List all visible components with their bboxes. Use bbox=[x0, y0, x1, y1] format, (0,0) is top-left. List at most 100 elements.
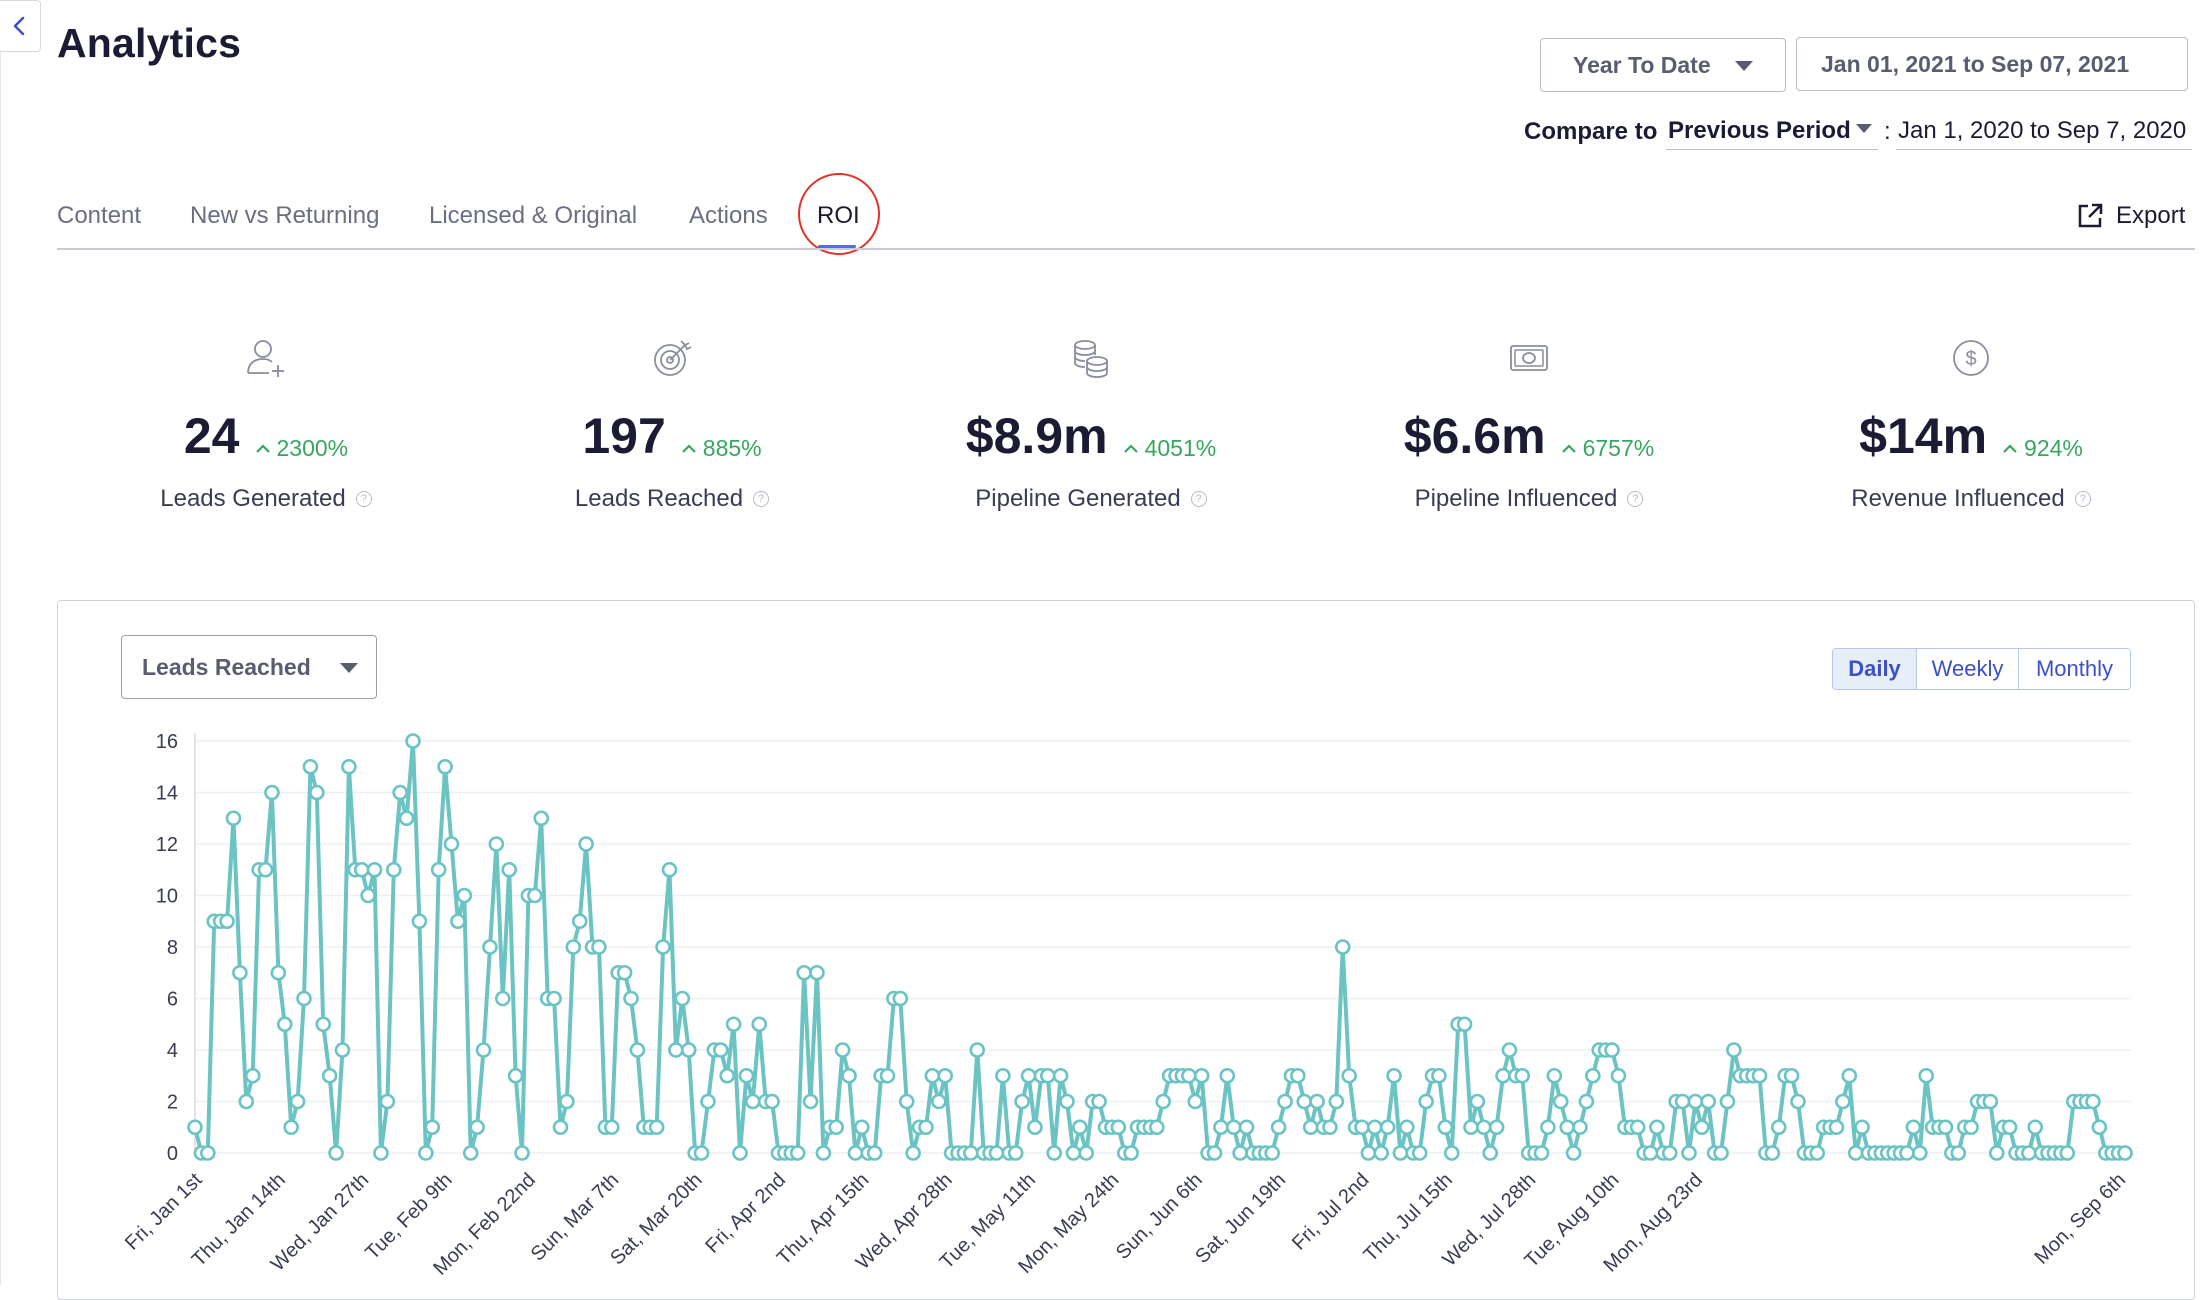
trend-up-icon bbox=[255, 444, 270, 453]
data-point bbox=[712, 1042, 729, 1058]
data-point bbox=[1674, 1093, 1691, 1110]
granularity-monthly-button[interactable]: Monthly bbox=[2018, 649, 2130, 689]
data-point bbox=[2059, 1145, 2076, 1161]
data-point bbox=[1540, 1119, 1556, 1136]
data-point bbox=[834, 1042, 851, 1058]
data-point bbox=[1270, 1119, 1287, 1136]
data-point bbox=[2085, 1093, 2101, 1110]
data-point bbox=[1572, 1119, 1588, 1136]
data-point bbox=[1649, 1119, 1665, 1136]
kpi-label: Revenue Influenced bbox=[1851, 485, 2065, 512]
data-point bbox=[866, 1145, 883, 1161]
data-point bbox=[1899, 1145, 1915, 1161]
tab-actions[interactable]: Actions bbox=[689, 202, 768, 229]
period-preset-select[interactable]: Year To Date bbox=[1540, 38, 1786, 92]
tab-new-vs-returning[interactable]: New vs Returning bbox=[190, 202, 380, 229]
data-point bbox=[353, 861, 370, 878]
help-icon[interactable]: ? bbox=[2074, 491, 2091, 507]
data-point bbox=[469, 1119, 485, 1136]
data-point bbox=[373, 1145, 389, 1161]
help-icon[interactable]: ? bbox=[355, 491, 372, 507]
data-point bbox=[334, 1042, 351, 1058]
y-tick-label: 16 bbox=[156, 731, 178, 753]
help-icon[interactable]: ? bbox=[1627, 491, 1644, 507]
compare-preset-select[interactable]: Previous Period bbox=[1666, 112, 1878, 150]
export-button[interactable]: Export bbox=[2076, 202, 2185, 230]
period-preset-value: Year To Date bbox=[1573, 51, 1711, 78]
data-point bbox=[238, 1093, 255, 1110]
kpi-label: Leads Generated bbox=[160, 485, 346, 512]
trend-up-icon bbox=[2003, 444, 2017, 453]
data-point bbox=[1828, 1119, 1845, 1136]
data-point bbox=[565, 939, 582, 955]
data-point bbox=[854, 1119, 870, 1136]
data-point bbox=[385, 861, 402, 878]
data-point bbox=[905, 1145, 921, 1161]
y-tick-label: 12 bbox=[156, 834, 178, 856]
data-point bbox=[1456, 1016, 1473, 1033]
data-point bbox=[276, 1016, 293, 1033]
banknote-icon bbox=[1510, 345, 1548, 371]
granularity-weekly-button[interactable]: Weekly bbox=[1916, 649, 2018, 689]
data-point bbox=[892, 990, 909, 1007]
data-point bbox=[1578, 1093, 1595, 1110]
data-point bbox=[937, 1067, 953, 1084]
data-point bbox=[847, 1145, 864, 1161]
data-point bbox=[841, 1067, 857, 1084]
help-icon[interactable]: ? bbox=[753, 491, 770, 507]
data-point bbox=[1065, 1145, 1082, 1161]
data-point bbox=[796, 964, 812, 981]
caret-down-icon bbox=[1735, 61, 1753, 71]
data-point bbox=[629, 1042, 646, 1058]
kpi-label: Pipeline Generated bbox=[975, 485, 1181, 512]
y-tick-label: 8 bbox=[167, 937, 178, 959]
kpi-delta-value: 924% bbox=[2024, 435, 2083, 461]
data-point bbox=[341, 758, 357, 775]
data-point bbox=[661, 861, 678, 878]
chart-metric-select[interactable]: Leads Reached bbox=[121, 635, 377, 699]
granularity-daily-button[interactable]: Daily bbox=[1833, 649, 1916, 689]
data-point bbox=[1072, 1119, 1088, 1136]
data-point bbox=[1373, 1145, 1390, 1161]
data-point bbox=[1219, 1067, 1236, 1084]
data-point bbox=[1687, 1093, 1704, 1110]
data-point bbox=[809, 964, 825, 981]
tab-content[interactable]: Content bbox=[57, 202, 142, 229]
data-point bbox=[475, 1042, 492, 1058]
data-point bbox=[1950, 1145, 1967, 1161]
tab-licensed-original[interactable]: Licensed & Original bbox=[429, 202, 638, 229]
data-point bbox=[1764, 1145, 1781, 1161]
data-point bbox=[200, 1145, 216, 1161]
data-point bbox=[1431, 1067, 1447, 1084]
y-tick-label: 14 bbox=[156, 783, 178, 805]
back-button[interactable] bbox=[0, 0, 41, 52]
compare-range-value: Jan 1, 2020 to Sep 7, 2020 bbox=[1898, 116, 2187, 144]
data-point bbox=[398, 810, 415, 827]
compare-range-picker[interactable]: Jan 1, 2020 to Sep 7, 2020 bbox=[1896, 112, 2192, 150]
date-range-picker[interactable]: Jan 01, 2021 to Sep 07, 2021 bbox=[1796, 37, 2188, 91]
data-point bbox=[443, 836, 460, 852]
kpi-value: $14m bbox=[1859, 408, 1988, 464]
data-point bbox=[1604, 1042, 1620, 1058]
data-point bbox=[995, 1067, 1011, 1084]
data-point bbox=[379, 1093, 396, 1110]
kpi-delta-value: 4051% bbox=[1144, 435, 1217, 461]
kpi-label-row: Pipeline Generated ? bbox=[975, 485, 1207, 513]
data-point bbox=[1399, 1119, 1415, 1136]
help-icon[interactable]: ? bbox=[1190, 491, 1207, 507]
data-point bbox=[764, 1093, 780, 1110]
data-point bbox=[578, 836, 594, 852]
trend-up-icon bbox=[682, 444, 696, 453]
dollar-circle-icon: $ bbox=[1953, 340, 1989, 376]
data-point bbox=[1296, 1093, 1313, 1110]
data-point bbox=[1187, 1093, 1204, 1110]
kpi-delta-value: 6757% bbox=[1582, 435, 1655, 461]
data-point bbox=[1334, 939, 1351, 955]
data-point bbox=[693, 1145, 710, 1161]
external-link-icon bbox=[2078, 203, 2103, 228]
data-point bbox=[738, 1067, 755, 1084]
data-point bbox=[1392, 1145, 1409, 1161]
kpi-leads-reached: 197 885% Leads Reached ? bbox=[502, 335, 842, 513]
data-point bbox=[623, 990, 639, 1007]
